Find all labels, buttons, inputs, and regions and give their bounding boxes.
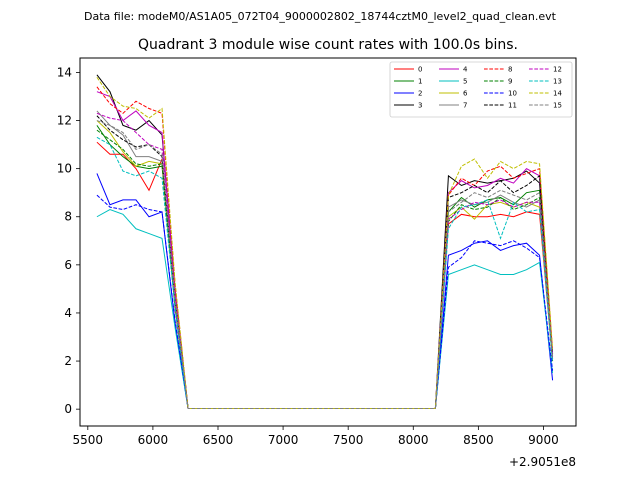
x-tick-label: 6000 [138,433,169,447]
series-line-13 [96,136,554,409]
legend-label-11: 11 [508,102,517,110]
legend-label-8: 8 [508,66,512,74]
x-tick-label: 8000 [398,433,429,447]
legend-box [389,61,573,118]
series-line-15 [96,120,554,409]
legend-label-13: 13 [553,78,562,86]
axes-frame [79,57,577,427]
x-tick-label: 8500 [463,433,494,447]
legend-label-3: 3 [418,102,422,110]
legend-label-15: 15 [553,102,562,110]
y-tick-label: 10 [57,162,72,176]
x-offset-label: +2.9051e8 [509,455,576,469]
y-axis: 0 2 4 6 8 10 12 14 [57,65,80,416]
legend-label-7: 7 [463,102,467,110]
series-line-4 [96,91,554,409]
y-tick-label: 0 [64,402,72,416]
series-line-9 [96,129,554,409]
y-tick-label: 8 [64,210,72,224]
y-tick-label: 2 [64,354,72,368]
legend-label-6: 6 [463,90,468,98]
legend-label-0: 0 [418,66,422,74]
legend-label-9: 9 [508,78,512,86]
legend-label-14: 14 [553,90,562,98]
plot-area [96,74,554,409]
legend-label-1: 1 [418,78,422,86]
legend-label-10: 10 [508,90,517,98]
legend-label-12: 12 [553,66,562,74]
x-axis: 5500 6000 6500 7000 7500 8000 8500 9000 [73,426,559,447]
y-tick-label: 12 [57,114,72,128]
series-line-11 [96,115,554,409]
x-tick-label: 5500 [73,433,104,447]
y-tick-label: 14 [57,65,72,79]
x-tick-label: 7000 [268,433,299,447]
x-tick-label: 6500 [203,433,234,447]
legend-label-2: 2 [418,90,422,98]
y-tick-label: 6 [64,258,72,272]
x-tick-label: 9000 [528,433,559,447]
y-tick-label: 4 [64,306,72,320]
series-line-6 [96,120,554,409]
series-line-8 [96,86,554,409]
figure-suptitle: Data file: modeM0/AS1A05_072T04_90000028… [84,10,557,23]
legend-label-4: 4 [463,66,468,74]
x-tick-label: 7500 [333,433,364,447]
legend-label-5: 5 [463,78,467,86]
series-line-10 [96,194,554,409]
chart-title: Quadrant 3 module wise count rates with … [138,37,518,53]
